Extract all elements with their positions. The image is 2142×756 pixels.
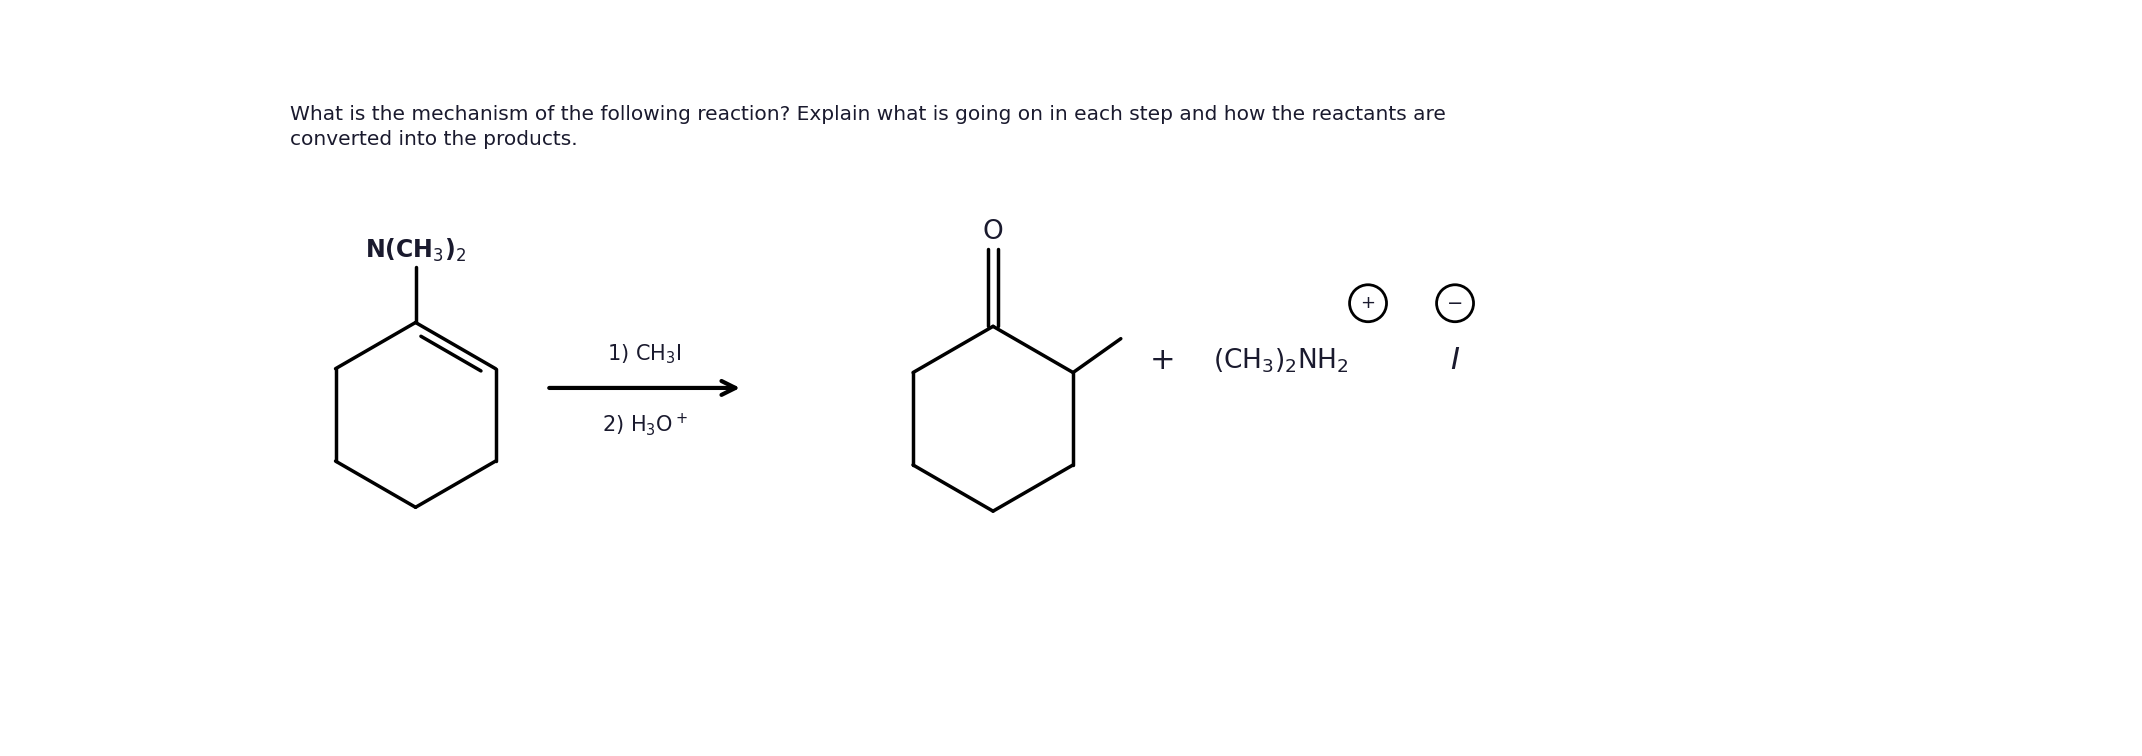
Text: +: +	[1360, 294, 1375, 312]
Text: +: +	[1150, 346, 1176, 376]
Text: What is the mechanism of the following reaction? Explain what is going on in eac: What is the mechanism of the following r…	[289, 104, 1446, 149]
Text: (CH$_3$)$_2$NH$_2$: (CH$_3$)$_2$NH$_2$	[1212, 347, 1347, 375]
Text: 2) H$_3$O$^+$: 2) H$_3$O$^+$	[602, 411, 688, 438]
Text: O: O	[983, 218, 1002, 245]
Text: 1) CH$_3$I: 1) CH$_3$I	[608, 342, 681, 367]
Text: I: I	[1450, 346, 1459, 376]
Text: −: −	[1446, 294, 1463, 313]
Text: N(CH$_3$)$_2$: N(CH$_3$)$_2$	[364, 237, 467, 264]
